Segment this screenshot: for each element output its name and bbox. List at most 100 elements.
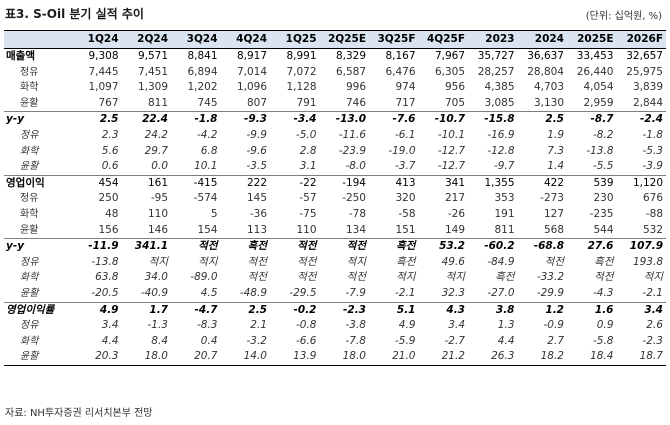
table-cell: -1.8 <box>642 128 664 141</box>
table-cell: 9,571 <box>137 50 168 62</box>
table-row: 화학 48 110 5 -36 -75 -78 -58 -26 191 127 -235 -88 <box>4 207 666 223</box>
table-cell: 13.9 <box>270 349 320 366</box>
table-row: 화학 63.8 34.0 -89.0 적전 적전 적전 적지 적지 흑전 -33.2 적전 적지 <box>4 270 666 286</box>
table-cell: -57 <box>299 192 317 205</box>
column-header: 2025E <box>567 30 617 49</box>
table-cell: -4.7 <box>171 301 221 319</box>
table-cell: 1,120 <box>616 174 666 192</box>
table-row: 매출액 9,308 9,571 8,841 8,917 8,991 8,329 8,167 7,… <box>4 49 666 65</box>
table-cell: 적지 <box>445 271 465 284</box>
table-cell: 113 <box>246 223 267 236</box>
table-cell: 6,587 <box>335 65 366 78</box>
table-cell: 7.3 <box>547 144 564 157</box>
quarterly-earnings-table: 1Q24 2Q24 3Q24 4Q24 1Q25 2Q25E 3Q25F 4Q25F 2023 2… <box>4 30 666 366</box>
table-cell: 151 <box>395 223 416 236</box>
table-cell: 341.1 <box>121 238 171 255</box>
column-header: 2026F <box>616 30 666 49</box>
table-cell: -5.3 <box>642 144 664 157</box>
table-cell: 8,991 <box>286 50 317 62</box>
table-cell: 1,202 <box>187 81 218 94</box>
table-cell: -3.8 <box>345 319 367 332</box>
table-cell: -9.6 <box>246 144 268 157</box>
table-cell: -2.3 <box>319 301 369 319</box>
table-cell: 18.0 <box>121 349 171 366</box>
table-cell: 1.7 <box>121 301 171 319</box>
table-cell: 적지 <box>198 255 218 268</box>
row-label: y-y <box>4 238 72 255</box>
table-cell: 127 <box>543 207 564 220</box>
table-cell: 흑전 <box>220 238 270 255</box>
table-cell: -15.8 <box>468 111 518 128</box>
table-cell: 35,727 <box>477 50 515 62</box>
table-cell: 20.7 <box>171 349 221 366</box>
table-cell: -7.8 <box>345 334 367 347</box>
table-cell: 21.2 <box>418 349 468 366</box>
header-label-cell <box>4 30 72 49</box>
table-body: 매출액 9,308 9,571 8,841 8,917 8,991 8,329 8,167 7,… <box>4 49 666 366</box>
table-cell: -2.3 <box>642 334 664 347</box>
table-cell: -60.2 <box>468 238 518 255</box>
table-row: 화학 4.4 8.4 0.4 -3.2 -6.6 -7.8 -5.9 -2.7 4.4 2.7 -5.… <box>4 334 666 350</box>
table-cell: -415 <box>171 174 221 192</box>
table-cell: -2.7 <box>444 334 466 347</box>
table-row: 화학 1,097 1,309 1,202 1,096 1,128 996 974 956 4,38… <box>4 80 666 96</box>
table-cell: 53.2 <box>418 238 468 255</box>
table-cell: -48.9 <box>239 286 267 299</box>
table-cell: 110 <box>296 223 317 236</box>
column-header: 1Q24 <box>72 30 122 49</box>
table-cell: 20.3 <box>72 349 122 366</box>
table-cell: 568 <box>543 223 564 236</box>
table-cell: 적전 <box>319 238 369 255</box>
table-cell: 0.4 <box>200 334 218 347</box>
table-cell: -89.0 <box>190 271 218 284</box>
row-label: 정유 <box>20 256 39 268</box>
table-cell: -13.8 <box>586 144 614 157</box>
table-cell: 36,637 <box>527 50 564 62</box>
table-cell: 18.2 <box>517 349 567 366</box>
row-label: 영업이익 <box>4 174 72 192</box>
table-cell: -5.0 <box>296 128 317 141</box>
table-cell: 705 <box>444 96 465 109</box>
table-cell: 6,476 <box>385 65 416 78</box>
table-cell: 7,451 <box>137 65 168 78</box>
table-cell: 1.3 <box>497 319 515 332</box>
table-cell: 320 <box>395 192 416 205</box>
table-cell: 적지 <box>643 271 663 284</box>
table-cell: 5.1 <box>369 301 419 319</box>
table-cell: 1.4 <box>547 160 564 173</box>
table-cell: 532 <box>642 223 663 236</box>
table-cell: 717 <box>395 96 416 109</box>
table-cell: -40.9 <box>140 286 168 299</box>
table-cell: -250 <box>342 192 366 205</box>
row-label: 윤활 <box>4 349 72 366</box>
table-cell: 5.6 <box>101 144 119 157</box>
table-cell: 217 <box>444 192 465 205</box>
table-cell: -2.1 <box>395 286 416 299</box>
table-cell: 161 <box>121 174 171 192</box>
table-cell: 149 <box>444 223 465 236</box>
table-cell: 적전 <box>247 271 267 284</box>
table-cell: 2.1 <box>250 319 267 332</box>
table-cell: -5.9 <box>395 334 416 347</box>
table-cell: 3.4 <box>616 301 666 319</box>
table-cell: 4,385 <box>484 81 515 94</box>
table-cell: 191 <box>494 207 515 220</box>
table-cell: 28,804 <box>527 65 564 78</box>
table-cell: 146 <box>147 223 168 236</box>
table-row: 정유 3.4 -1.3 -8.3 2.1 -0.8 -3.8 4.9 3.4 1.3 -0.9 0.9… <box>4 318 666 334</box>
column-header: 3Q25F <box>369 30 419 49</box>
table-cell: -13.0 <box>319 111 369 128</box>
row-label: 정유 <box>20 320 39 332</box>
table-cell: 156 <box>98 223 119 236</box>
table-cell: 34.0 <box>144 271 168 284</box>
table-cell: -78 <box>348 207 366 220</box>
table-cell: 49.6 <box>441 255 465 268</box>
table-cell: 811 <box>147 96 168 109</box>
table-cell: -8.0 <box>345 160 367 173</box>
table-cell: -3.4 <box>270 111 320 128</box>
table-cell: -9.3 <box>220 111 270 128</box>
table-row: 영업이익률 4.9 1.7 -4.7 2.5 -0.2 -2.3 5.1 4.3 3.8 1.2 1.… <box>4 301 666 319</box>
table-cell: 1,128 <box>286 81 317 94</box>
table-row: 윤활 20.3 18.0 20.7 14.0 13.9 18.0 21.0 21.2 26.3 18… <box>4 349 666 366</box>
row-label: 화학 <box>20 208 39 220</box>
